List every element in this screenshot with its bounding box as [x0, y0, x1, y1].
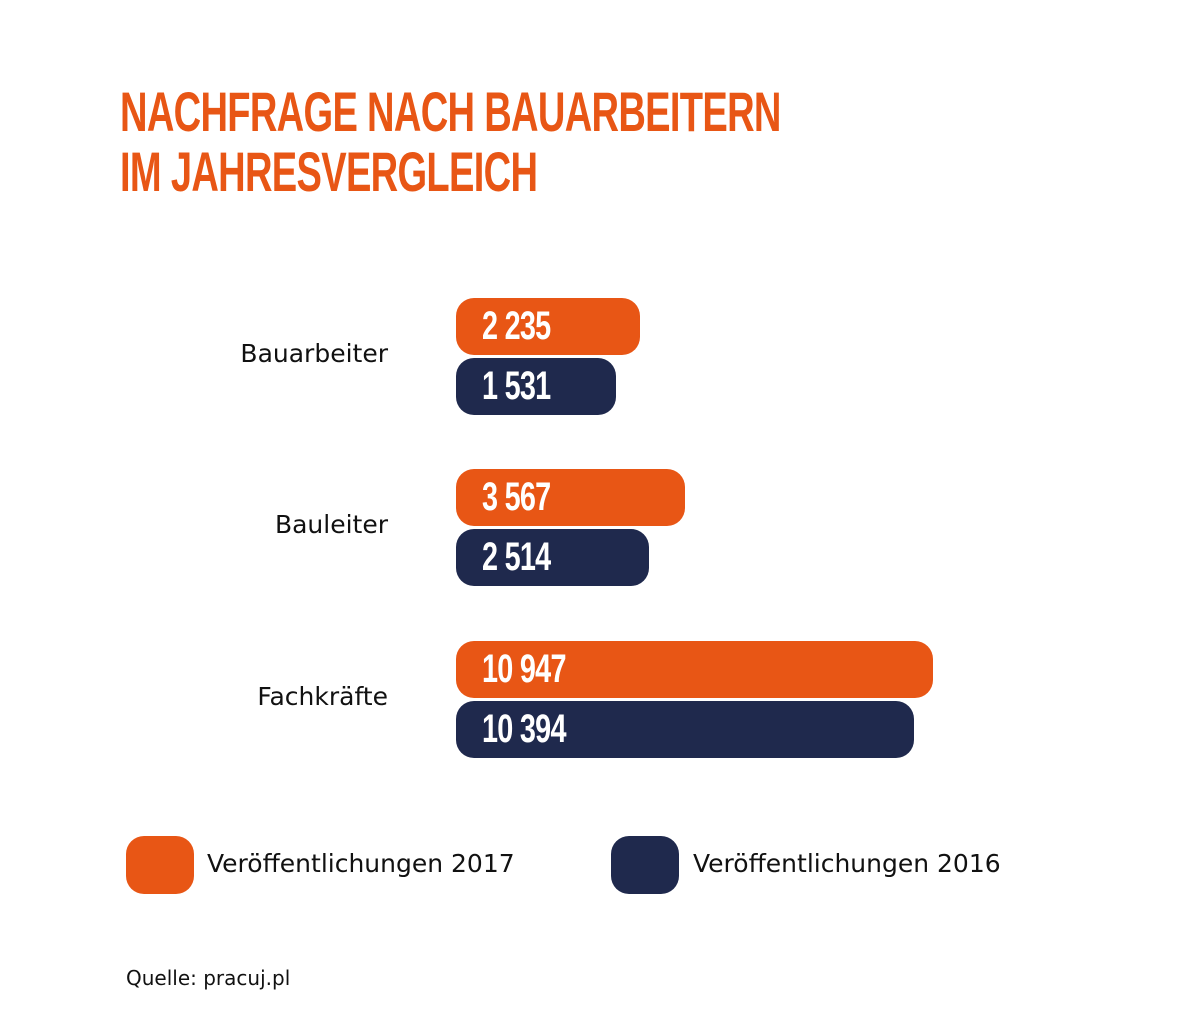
source-note: Quelle: pracuj.pl: [126, 966, 291, 990]
legend-swatch-2017: [126, 836, 194, 894]
bar-2017: 3 567: [456, 469, 685, 526]
bar-2016: 10 394: [456, 701, 915, 758]
legend-swatch-2016: [611, 836, 679, 894]
bar-2017: 2 235: [456, 298, 641, 355]
bar-value-label: 2 514: [482, 535, 551, 579]
bar-value-label: 2 235: [482, 304, 551, 348]
bar-value-label: 10 394: [482, 707, 566, 751]
chart-title: NACHFRAGE NACH BAUARBEITERN IM JAHRESVER…: [120, 82, 781, 202]
chart-title-line-2: IM JAHRESVERGLEICH: [120, 140, 538, 203]
legend-label-2017: Veröffentlichungen 2017: [207, 849, 515, 878]
bar-2016: 1 531: [456, 358, 617, 415]
legend-label-2016: Veröffentlichungen 2016: [693, 849, 1001, 878]
bar-value-label: 1 531: [482, 364, 551, 408]
bar-value-label: 3 567: [482, 475, 551, 519]
bar-2016: 2 514: [456, 529, 650, 586]
category-label: Fachkräfte: [257, 682, 388, 711]
category-label: Bauleiter: [274, 510, 388, 539]
chart-title-line-1: NACHFRAGE NACH BAUARBEITERN: [120, 80, 781, 143]
bar-2017: 10 947: [456, 641, 933, 698]
category-label: Bauarbeiter: [240, 339, 388, 368]
bar-value-label: 10 947: [482, 647, 566, 691]
